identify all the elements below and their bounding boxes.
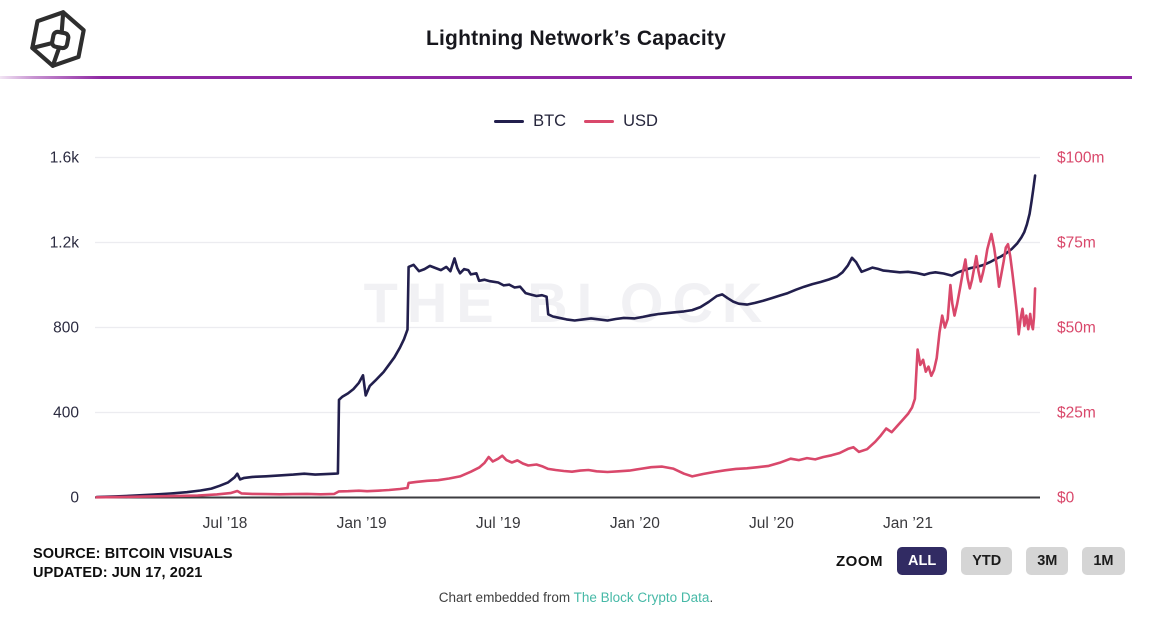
the-block-watermark: THE BLOCK [364,271,772,334]
usd-line-swatch-icon [584,119,615,124]
left-axis-tick-label: 800 [53,320,79,337]
left-axis-tick-label: 400 [53,405,79,422]
legend-label: BTC [533,112,567,130]
legend-label: USD [623,112,658,130]
x-axis-tick-label: Jul ’20 [749,515,794,532]
series-line-usd[interactable] [95,232,1037,499]
right-axis-tick-label: $100m [1057,150,1104,167]
right-axis-tick-label: $0 [1057,490,1075,507]
zoom-label: ZOOM [836,552,883,570]
updated-line: UPDATED: JUN 17, 2021 [33,564,203,581]
x-axis-tick-label: Jan ’20 [610,515,660,532]
source-note: SOURCE: BITCOIN VISUALS UPDATED: JUN 17,… [33,545,233,582]
embed-suffix: . [709,590,714,605]
legend-item-btc[interactable]: BTC [494,112,566,131]
source-line: SOURCE: BITCOIN VISUALS [33,546,233,562]
x-axis-tick-label: Jan ’21 [883,515,933,532]
zoom-button-1m[interactable]: 1M [1082,547,1125,575]
x-axis-tick-label: Jul ’18 [203,515,248,532]
embed-link[interactable]: The Block Crypto Data [573,590,710,605]
the-block-logo-icon [30,10,86,68]
brand-divider [0,76,1132,79]
btc-line-swatch-icon [494,119,525,124]
zoom-button-all[interactable]: ALL [897,547,948,575]
left-axis-tick-label: 1.2k [50,235,80,252]
embed-prefix: Chart embedded from [438,590,574,605]
right-axis-tick-label: $50m [1057,320,1096,337]
series-line-btc[interactable] [95,174,1037,499]
zoom-controls: ZOOM ALL YTD 3M 1M [836,546,1125,576]
chart-legend: BTC USD [0,112,1152,131]
x-axis-tick-label: Jul ’19 [476,515,521,532]
legend-item-usd[interactable]: USD [584,112,658,131]
left-axis-tick-label: 1.6k [50,150,80,167]
embed-footer: Chart embedded from The Block Crypto Dat… [0,590,1152,605]
x-axis-tick-label: Jan ’19 [337,515,387,532]
zoom-button-ytd[interactable]: YTD [961,547,1013,575]
zoom-button-3m[interactable]: 3M [1026,547,1069,575]
left-axis-tick-label: 0 [70,490,79,507]
page-title: Lightning Network’s Capacity [425,27,727,50]
right-axis-tick-label: $75m [1057,235,1096,252]
right-axis-tick-label: $25m [1057,405,1096,422]
